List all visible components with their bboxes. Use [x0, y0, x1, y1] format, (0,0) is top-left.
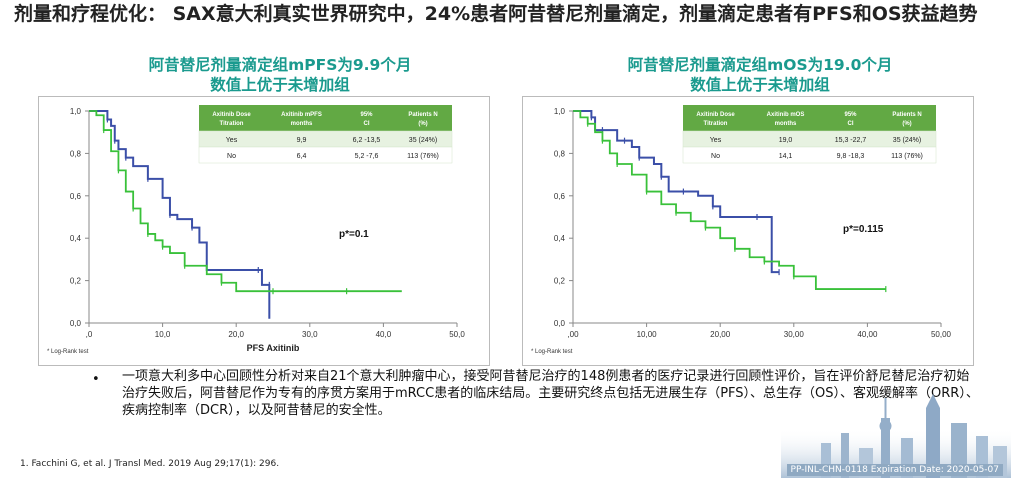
table-row: [198, 146, 453, 164]
left-subtitle-line-2: 数值上优于未增加组: [210, 76, 350, 94]
p-value-label: p*=0.115: [843, 224, 884, 235]
x-tick-label: 10,00: [637, 330, 658, 339]
table-header-cell: Titration: [220, 121, 244, 127]
slide-title: 剂量和疗程优化： SAX意大利真实世界研究中，24%患者阿昔替尼剂量滴定，剂量滴…: [14, 3, 978, 25]
table-header-cell: Patients N: [408, 112, 437, 118]
table-cell: No: [711, 153, 720, 160]
table-cell: Yes: [226, 137, 238, 144]
right-subtitle-line-1: 阿昔替尼剂量滴定组mOS为19.0个月: [627, 56, 893, 74]
x-tick-label: ,00: [567, 330, 579, 339]
table-header-cell: 95%: [844, 112, 857, 118]
table-header-cell: Patients N: [892, 112, 921, 118]
bullet-marker: •: [92, 372, 100, 387]
y-tick-label: 0,0: [554, 319, 566, 328]
table-cell: Yes: [710, 137, 722, 144]
x-tick-label: 10,0: [155, 330, 171, 339]
footnote: * Log-Rank test: [47, 349, 89, 355]
table-cell: 35 (24%): [893, 137, 921, 144]
x-tick-label: ,0: [86, 330, 93, 339]
x-tick-label: 30,00: [784, 330, 805, 339]
table-header-cell: CI: [364, 121, 370, 127]
table-header-cell: months: [291, 121, 313, 127]
expiration-label: PP-INL-CHN-0118 Expiration Date: 2020-05…: [786, 464, 1003, 476]
km-curve-titration-yes: [89, 110, 271, 319]
table-header-cell: months: [775, 121, 797, 127]
table-header-bg: [199, 105, 452, 131]
y-tick-label: 0,2: [554, 277, 566, 286]
x-tick-label: 40,0: [376, 330, 392, 339]
right-subtitle: 阿昔替尼剂量滴定组mOS为19.0个月 数值上优于未增加组: [540, 55, 980, 95]
y-tick-label: 0,8: [554, 149, 566, 158]
x-tick-label: 40,00: [857, 330, 878, 339]
os-chart-panel: 0,0 0,2 0,4 0,6 0,8 1,0 ,00 10,00 20,00 30,00 40,0…: [522, 96, 974, 366]
table-header-cell: Axitinib Dose: [212, 112, 251, 118]
x-tick-label: 50,00: [931, 330, 952, 339]
table-header-cell: Axitinib mPFS: [281, 112, 322, 118]
y-tick-label: 0,6: [70, 192, 82, 201]
x-tick-label: 50,0: [449, 330, 465, 339]
table-cell: 5,2 -7,6: [355, 153, 379, 160]
table-header-cell: Axitinib Dose: [696, 112, 735, 118]
table-row: [682, 146, 937, 164]
y-tick-label: 0,0: [70, 319, 82, 328]
table-cell: 6,4: [297, 153, 307, 160]
table-cell: 14,1: [779, 153, 793, 160]
x-tick-label: 30,0: [302, 330, 318, 339]
pfs-chart-panel: 0,0 0,2 0,4 0,6 0,8 1,0 ,0 10,0 20,0 30,0 40,0 50,0…: [38, 96, 490, 366]
table-header-cell: (%): [902, 121, 911, 127]
pfs-km-chart: 0,0 0,2 0,4 0,6 0,8 1,0 ,0 10,0 20,0 30,0 40,0 50,0…: [47, 105, 465, 355]
km-curve-titration-no: [573, 110, 886, 290]
right-subtitle-line-2: 数值上优于未增加组: [690, 76, 830, 94]
os-km-chart: 0,0 0,2 0,4 0,6 0,8 1,0 ,00 10,00 20,00 30,00 40,0…: [531, 105, 952, 355]
table-cell: 9,9: [297, 137, 307, 144]
y-tick-label: 1,0: [70, 107, 82, 116]
x-tick-label: 20,00: [710, 330, 731, 339]
table-cell: 15,3 -22,7: [835, 137, 867, 144]
reference-citation: 1. Facchini G, et al. J Transl Med. 2019…: [20, 459, 280, 469]
left-subtitle-line-1: 阿昔替尼剂量滴定组mPFS为9.9个月: [148, 56, 412, 74]
y-tick-label: 1,0: [554, 107, 566, 116]
x-axis-title: PFS Axitinib: [247, 343, 300, 353]
table-cell: No: [227, 153, 236, 160]
y-tick-label: 0,4: [554, 234, 566, 243]
table-cell: 9,8 -18,3: [837, 153, 865, 160]
left-subtitle: 阿昔替尼剂量滴定组mPFS为9.9个月 数值上优于未增加组: [60, 55, 500, 95]
table-header-cell: CI: [848, 121, 854, 127]
y-tick-label: 0,6: [554, 192, 566, 201]
x-tick-label: 20,0: [228, 330, 244, 339]
y-tick-label: 0,4: [70, 234, 82, 243]
table-header-cell: Titration: [704, 121, 728, 127]
footnote: * Log-Rank test: [531, 349, 573, 355]
study-description: 一项意大利多中心回顾性分析对来自21个意大利肿瘤中心，接受阿昔替尼治疗的148例…: [122, 369, 979, 418]
table-header-cell: 95%: [360, 112, 373, 118]
table-cell: 113 (76%): [407, 153, 439, 160]
y-tick-label: 0,2: [70, 277, 82, 286]
table-header-bg: [683, 105, 936, 131]
km-curve-titration-no: [89, 110, 402, 293]
p-value-label: p*=0.1: [339, 229, 369, 240]
table-cell: 113 (76%): [891, 153, 923, 160]
table-header-cell: Axitinib mOS: [767, 112, 805, 118]
table-cell: 6,2 -13,5: [353, 137, 381, 144]
y-tick-label: 0,8: [70, 149, 82, 158]
table-cell: 19,0: [779, 137, 793, 144]
table-cell: 35 (24%): [409, 137, 437, 144]
table-header-cell: (%): [418, 121, 427, 127]
